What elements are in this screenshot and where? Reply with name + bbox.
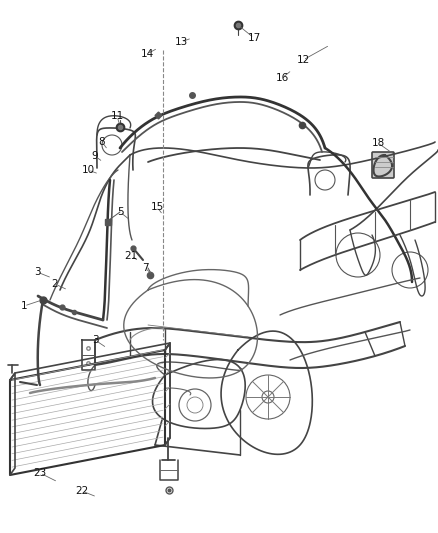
- Text: 9: 9: [92, 151, 98, 161]
- Text: 23: 23: [33, 468, 46, 478]
- Text: 18: 18: [371, 138, 385, 148]
- Text: 7: 7: [141, 263, 148, 273]
- Text: 21: 21: [124, 251, 138, 261]
- Text: 3: 3: [92, 335, 98, 345]
- Text: 16: 16: [276, 73, 289, 83]
- Text: 5: 5: [117, 207, 124, 217]
- Text: 14: 14: [140, 49, 154, 59]
- Text: 11: 11: [110, 111, 124, 121]
- Text: 12: 12: [297, 55, 310, 65]
- Text: 1: 1: [21, 301, 27, 311]
- Text: 13: 13: [174, 37, 187, 47]
- Text: 15: 15: [150, 202, 164, 212]
- Text: 22: 22: [75, 486, 88, 496]
- Text: 8: 8: [99, 137, 105, 147]
- FancyBboxPatch shape: [372, 152, 394, 178]
- Text: 3: 3: [34, 267, 40, 277]
- Text: 2: 2: [52, 279, 58, 289]
- Text: 17: 17: [247, 33, 261, 43]
- Text: 10: 10: [81, 165, 95, 175]
